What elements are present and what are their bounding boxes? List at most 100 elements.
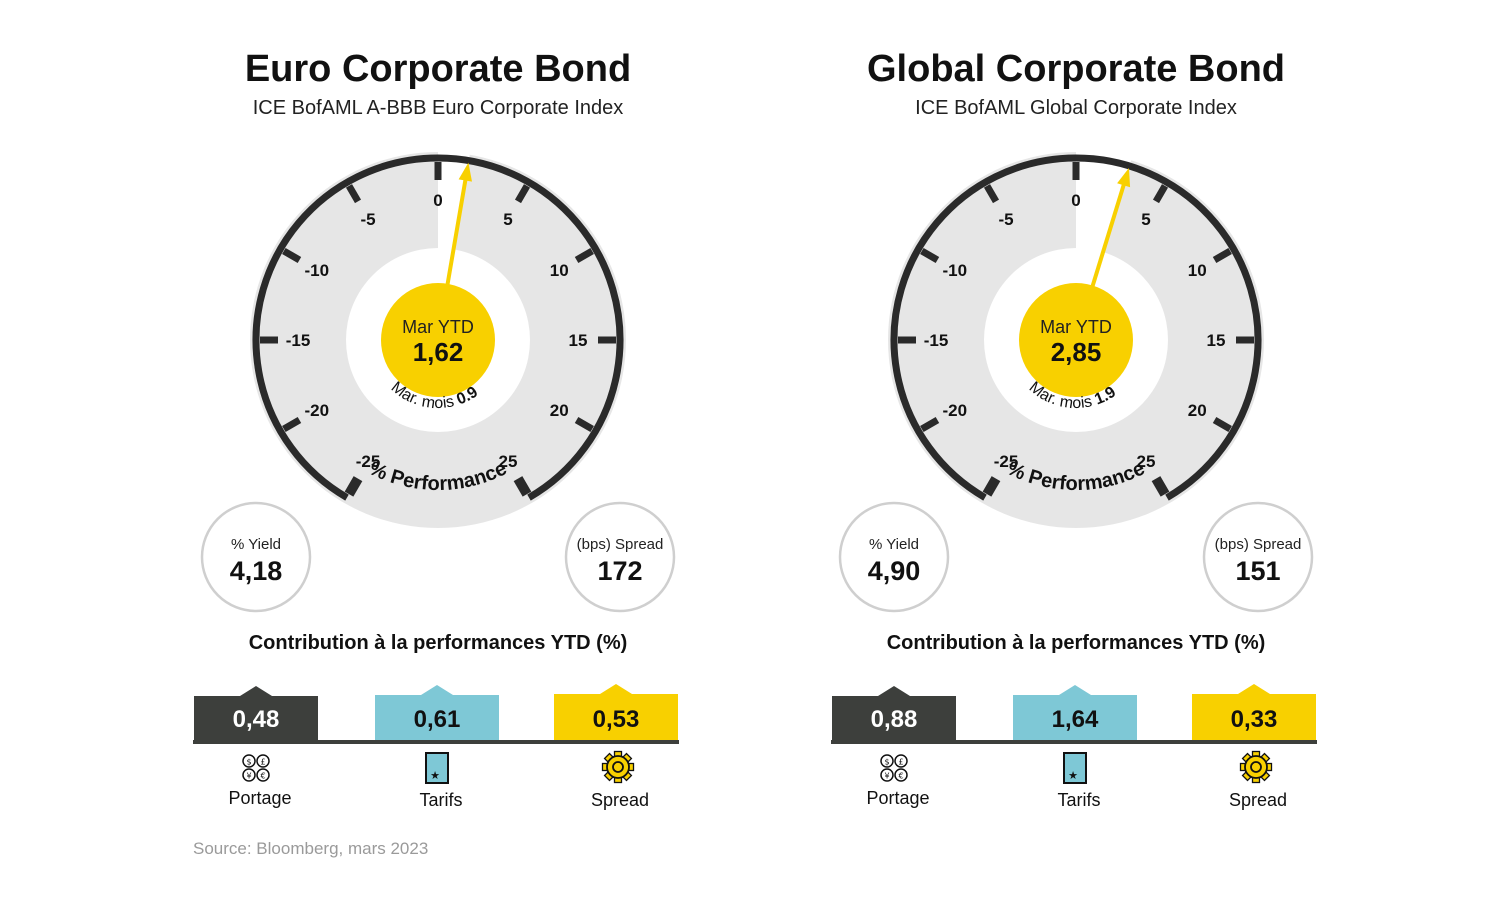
coin [894,754,908,768]
spread-label: (bps) Spread [1215,536,1302,553]
gauge-tick-label: 20 [1188,401,1207,420]
gauge-tick-label: 5 [1141,210,1150,229]
gauge-tick [514,184,531,204]
spread-badge: (bps) Spread 151 [1202,501,1314,613]
gauge-tick [1212,416,1232,433]
panel-global-corporate-bond: Global Corporate Bond ICE BofAML Global … [756,0,1396,900]
gauge-tick-label: 0 [433,191,442,210]
ytd-disc [381,283,495,397]
ytd-label: Mar YTD [402,317,474,337]
gauge-tick-label: 5 [503,210,512,229]
gauge-tick-label: -10 [304,261,329,280]
currency-coins-icon: $ £ ¥ € [880,754,908,782]
gauge-tick [345,184,362,204]
coin-symbol: £ [898,758,903,767]
coin-symbol: ¥ [246,772,251,781]
gauge-tick-label: 25 [499,452,518,471]
currency-coins-icon: $ £ ¥ € [242,754,270,782]
contribution-value: 0,33 [1231,706,1278,733]
yield-badge: % Yield 4,18 [200,501,312,613]
chart-subtitle: ICE BofAML A-BBB Euro Corporate Index [252,97,624,119]
coin-symbol: € [260,772,265,781]
spread-value: 172 [597,556,642,586]
contribution-bar [194,686,318,740]
gauge-tick-label: -15 [924,331,949,350]
gauge-tick-label: 20 [550,401,569,420]
gauge-tick-label: 15 [1207,331,1226,350]
spread-badge: (bps) Spread 172 [564,501,676,613]
contribution-bar [554,684,678,740]
chart-title: Global Corporate Bond [867,48,1285,90]
document-shape [1063,752,1087,784]
gauge-tick [282,416,302,433]
star-glyph: ★ [1068,769,1078,782]
yield-value: 4,18 [230,556,283,586]
gauge-tick-label: -25 [994,452,1019,471]
gauge-tick [982,476,1001,497]
ytd-disc [1019,283,1133,397]
gauge-needle-tip [458,162,473,182]
ytd-value: 1,62 [413,337,464,367]
spread-circle [564,501,676,613]
coin [242,754,256,768]
yield-circle [838,501,950,613]
contribution-label: Tarifs [1057,790,1100,810]
contribution-label: Spread [591,790,649,810]
gauge-tick [983,184,1000,204]
gauge-tick [282,247,302,264]
spread-circle [1202,501,1314,613]
contribution-value: 0,48 [233,706,280,733]
coin-symbol: ¥ [884,772,889,781]
gear-hole [612,761,624,773]
gauge-tick [344,476,363,497]
gauge-tick-label: -10 [942,261,967,280]
coin [242,768,256,782]
yield-circle [200,501,312,613]
coin-symbol: € [898,772,903,781]
panel-euro-corporate-bond: Euro Corporate Bond ICE BofAML A-BBB Eur… [118,0,758,900]
coin [880,768,894,782]
gauge-tick [513,476,532,497]
contribution-value: 0,88 [871,706,918,733]
contribution-value: 0,53 [593,706,640,733]
contribution-bar [832,686,956,740]
gear-icon [1239,750,1273,784]
gauge-tick-label: 25 [1137,452,1156,471]
contribution-label: Portage [228,788,291,808]
gauge-tick-label: -20 [304,401,329,420]
gauge-tick [920,247,940,264]
gauge-tick-label: -25 [356,452,381,471]
gauge-needle-tip [1117,167,1131,188]
ytd-value: 2,85 [1051,337,1102,367]
contribution-label: Tarifs [419,790,462,810]
gauge-rim [252,154,624,501]
gauge-tick-label: 0 [1071,191,1080,210]
gauge-tick [1152,184,1169,204]
gauge-tick-label: 10 [550,261,569,280]
yield-label: % Yield [869,536,919,553]
chart-subtitle: ICE BofAML Global Corporate Index [915,97,1237,119]
coin [894,768,908,782]
coin [880,754,894,768]
gauge-tick-label: -5 [360,210,375,229]
contribution-bar [375,685,499,740]
ytd-label: Mar YTD [1040,317,1112,337]
yield-value: 4,90 [868,556,921,586]
star-glyph: ★ [430,769,440,782]
coin-symbol: £ [260,758,265,767]
chart-title: Euro Corporate Bond [244,48,632,90]
document-star-icon: ★ [425,752,449,784]
document-shape [425,752,449,784]
contribution-title: Contribution à la performances YTD (%) [248,632,628,654]
document-star-icon: ★ [1063,752,1087,784]
coin-symbol: $ [884,758,889,767]
gauge-tick [1151,476,1170,497]
gauge-tick [920,416,940,433]
coin [256,754,270,768]
yield-badge: % Yield 4,90 [838,501,950,613]
gauge-tick-label: -5 [998,210,1013,229]
contribution-bar [1192,684,1316,740]
source-note: Source: Bloomberg, mars 2023 [193,839,429,858]
